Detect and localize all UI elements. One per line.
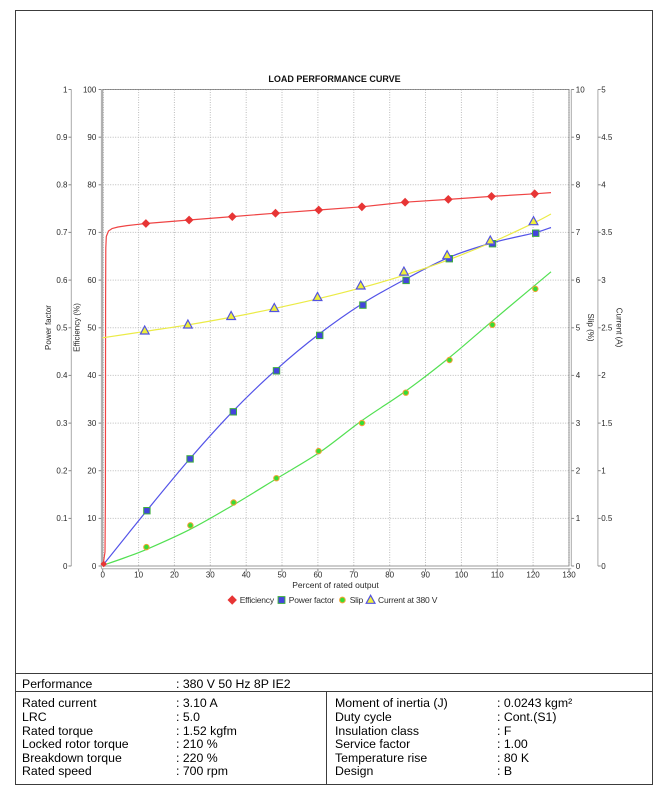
svg-text:Power factor: Power factor: [44, 305, 53, 350]
svg-text:0.2: 0.2: [56, 467, 68, 476]
svg-text:1: 1: [576, 514, 581, 523]
svg-text:30: 30: [87, 419, 96, 428]
svg-text:100: 100: [455, 571, 469, 580]
svg-text:10: 10: [134, 571, 143, 580]
svg-text:40: 40: [242, 571, 251, 580]
svg-text:Current at 380 V: Current at 380 V: [378, 595, 438, 605]
svg-text:0: 0: [92, 562, 97, 571]
svg-text:0.5: 0.5: [601, 514, 613, 523]
svg-text:50: 50: [87, 324, 96, 333]
svg-text:110: 110: [491, 571, 504, 580]
svg-text:6: 6: [576, 276, 581, 285]
svg-text:70: 70: [87, 228, 96, 237]
svg-text:90: 90: [87, 133, 96, 142]
svg-text:70: 70: [349, 571, 358, 580]
svg-text:0.7: 0.7: [56, 228, 68, 237]
svg-text:0.1: 0.1: [56, 514, 68, 523]
svg-text:40: 40: [87, 371, 96, 380]
svg-text:Current (A): Current (A): [615, 308, 624, 348]
svg-text:80: 80: [87, 181, 96, 190]
svg-text:30: 30: [206, 571, 215, 580]
svg-text:60: 60: [313, 571, 322, 580]
svg-text:4: 4: [601, 181, 606, 190]
svg-text:4: 4: [576, 371, 581, 380]
svg-text:130: 130: [562, 571, 576, 580]
svg-text:0.4: 0.4: [56, 371, 68, 380]
svg-text:3.5: 3.5: [601, 228, 613, 237]
svg-text:0: 0: [576, 562, 581, 571]
svg-text:10: 10: [576, 85, 585, 94]
svg-text:0.9: 0.9: [56, 133, 68, 142]
svg-text:5: 5: [576, 324, 581, 333]
svg-text:Slip: Slip: [350, 595, 364, 605]
svg-text:2.5: 2.5: [601, 324, 613, 333]
svg-text:5: 5: [601, 85, 606, 94]
svg-text:0: 0: [63, 562, 68, 571]
svg-text:20: 20: [170, 571, 179, 580]
svg-text:0.6: 0.6: [56, 276, 68, 285]
svg-text:0.8: 0.8: [56, 181, 68, 190]
svg-text:LOAD PERFORMANCE CURVE: LOAD PERFORMANCE CURVE: [268, 74, 400, 84]
svg-text:Efficiency (%): Efficiency (%): [72, 303, 81, 352]
svg-text:0: 0: [601, 562, 606, 571]
svg-text:Efficiency: Efficiency: [240, 595, 275, 605]
svg-text:60: 60: [87, 276, 96, 285]
svg-text:Slip (%): Slip (%): [586, 313, 595, 341]
svg-text:2: 2: [601, 371, 606, 380]
svg-text:9: 9: [576, 133, 581, 142]
svg-text:20: 20: [87, 467, 96, 476]
svg-text:10: 10: [87, 514, 96, 523]
svg-text:Percent of rated output: Percent of rated output: [292, 580, 379, 590]
svg-text:Power factor: Power factor: [289, 595, 335, 605]
svg-text:120: 120: [526, 571, 540, 580]
svg-text:3: 3: [576, 419, 581, 428]
svg-text:2: 2: [576, 467, 581, 476]
svg-text:90: 90: [421, 571, 430, 580]
svg-text:1.5: 1.5: [601, 419, 613, 428]
svg-text:1: 1: [63, 85, 68, 94]
svg-text:50: 50: [278, 571, 287, 580]
svg-text:0: 0: [100, 571, 105, 580]
svg-text:3: 3: [601, 276, 606, 285]
svg-text:0.3: 0.3: [56, 419, 68, 428]
svg-text:1: 1: [601, 467, 606, 476]
svg-text:4.5: 4.5: [601, 133, 613, 142]
svg-text:100: 100: [83, 85, 97, 94]
svg-text:7: 7: [576, 228, 581, 237]
svg-text:0.5: 0.5: [56, 324, 68, 333]
svg-text:8: 8: [576, 181, 581, 190]
svg-text:80: 80: [385, 571, 394, 580]
